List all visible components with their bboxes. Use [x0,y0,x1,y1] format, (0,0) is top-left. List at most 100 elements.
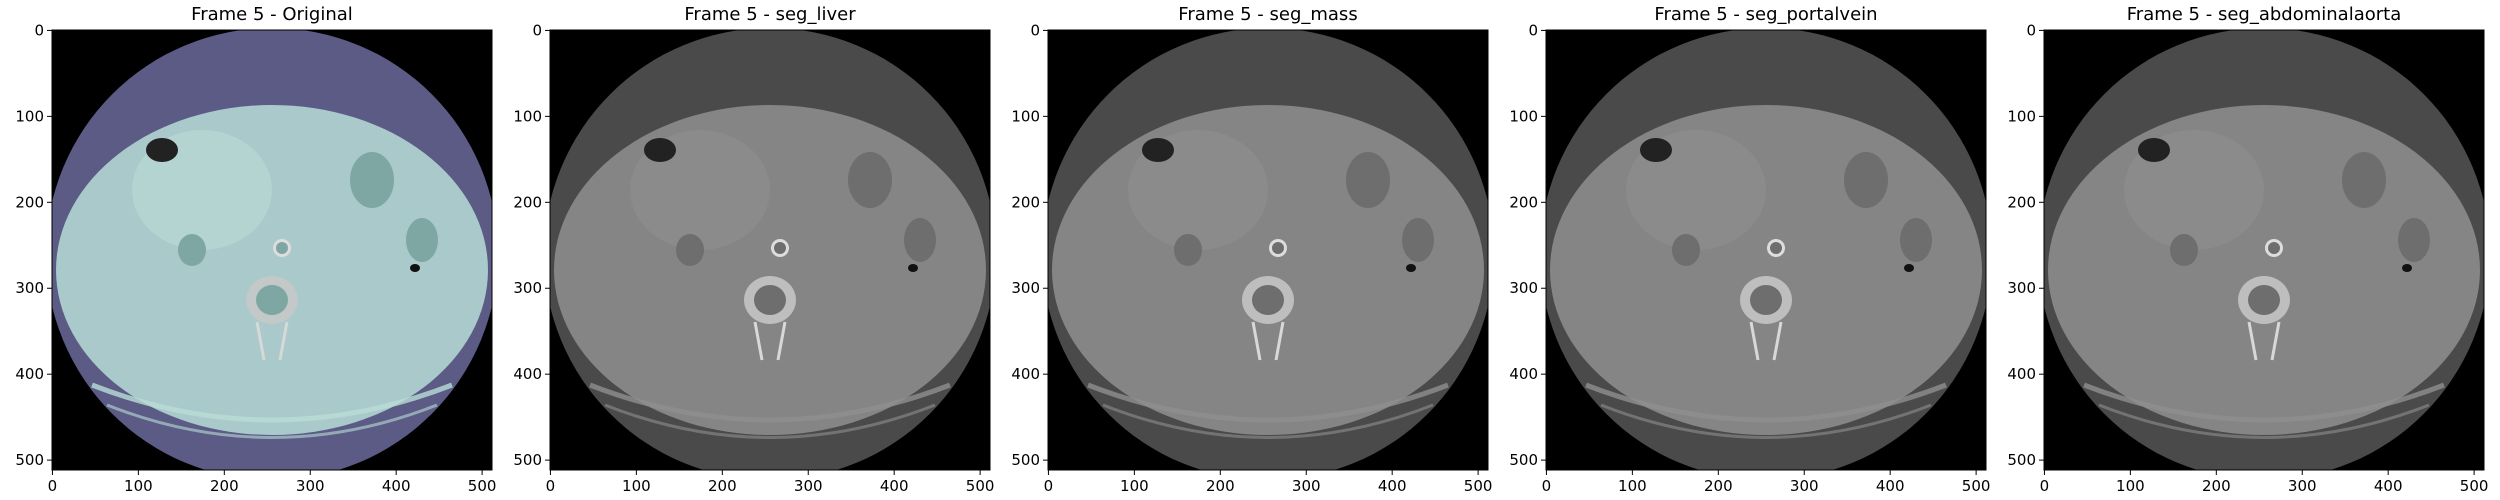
y-tick-label: 300 [513,279,542,297]
organ [1174,234,1202,266]
x-tick-label: 500 [966,477,995,495]
y-tick-label: 300 [1509,279,1538,297]
y-tick-label: 500 [2007,451,2036,469]
organ [350,152,394,208]
panel-title: Frame 5 - Original [191,4,353,25]
vertebra-process [255,321,289,361]
organ [1844,152,1888,208]
panel-title: Frame 5 - seg_mass [1178,4,1358,25]
y-tick-label: 500 [513,451,542,469]
x-tick-label: 400 [2374,477,2403,495]
table-curve [1102,403,1434,439]
vertebra-body [1252,285,1284,315]
y-tick-label: 200 [513,193,542,211]
ct-image [1048,30,1488,470]
x-tick-label: 200 [2202,477,2231,495]
x-tick-label: 100 [2116,477,2145,495]
organ [904,218,936,262]
y-tick-label: 0 [532,21,542,39]
organ [848,152,892,208]
table-curve [106,403,438,439]
panel-title: Frame 5 - seg_abdominalaorta [2126,4,2402,25]
x-tick-label: 300 [2288,477,2317,495]
vertebra-process [753,321,787,361]
organ [676,234,704,266]
x-tick-label: 200 [708,477,737,495]
organ [2342,152,2386,208]
y-tick-label: 0 [1528,21,1538,39]
ct-image [1546,30,1986,470]
y-tick-label: 300 [15,279,44,297]
axes-frame [51,29,493,471]
y-tick-label: 0 [2026,21,2036,39]
axes-frame [2043,29,2485,471]
y-tick-label: 100 [1011,107,1040,125]
y-tick-label: 100 [513,107,542,125]
y-tick-label: 0 [1030,21,1040,39]
organ [406,218,438,262]
organ [1900,218,1932,262]
x-tick-label: 400 [880,477,909,495]
y-tick-label: 500 [1011,451,1040,469]
aorta-lumen [276,242,288,254]
ct-image [550,30,990,470]
y-tick-label: 200 [1509,193,1538,211]
y-tick-label: 100 [1509,107,1538,125]
y-tick-label: 400 [1011,365,1040,383]
aorta-lumen [1272,242,1284,254]
y-tick-label: 200 [1011,193,1040,211]
ct-image [2044,30,2484,470]
x-tick-label: 200 [1704,477,1733,495]
air-pocket [1640,138,1672,162]
x-tick-label: 500 [468,477,497,495]
x-tick-label: 0 [2040,477,2050,495]
organ [2170,234,2198,266]
x-tick-label: 0 [546,477,556,495]
x-tick-label: 300 [794,477,823,495]
y-tick-label: 400 [15,365,44,383]
air-pocket [410,264,420,272]
panel-title: Frame 5 - seg_portalvein [1654,4,1878,25]
axes-frame [1545,29,1987,471]
table-curve [1585,382,1947,423]
vertebra-body [256,285,288,315]
vertebra-body [1750,285,1782,315]
y-tick-label: 100 [2007,107,2036,125]
body-outline [554,105,986,435]
body-outline [1550,105,1982,435]
body-outline [1052,105,1484,435]
organ [1402,218,1434,262]
air-pocket [2138,138,2170,162]
x-tick-label: 100 [622,477,651,495]
x-tick-label: 100 [1120,477,1149,495]
x-tick-label: 0 [1044,477,1054,495]
y-tick-label: 400 [2007,365,2036,383]
body-outline [2048,105,2480,435]
y-tick-label: 500 [1509,451,1538,469]
y-tick-label: 500 [15,451,44,469]
x-tick-label: 400 [1378,477,1407,495]
air-pocket [644,138,676,162]
x-tick-label: 100 [1618,477,1647,495]
y-tick-label: 400 [1509,365,1538,383]
x-tick-label: 0 [1542,477,1552,495]
organ [2398,218,2430,262]
table-curve [1087,382,1449,423]
organ [1672,234,1700,266]
table-curve [604,403,936,439]
x-tick-label: 500 [2460,477,2489,495]
vertebra-process [1251,321,1285,361]
organ [1346,152,1390,208]
table-curve [1600,403,1932,439]
air-pocket [1142,138,1174,162]
air-pocket [2402,264,2412,272]
air-pocket [1406,264,1416,272]
y-tick-label: 200 [2007,193,2036,211]
x-tick-label: 300 [1292,477,1321,495]
